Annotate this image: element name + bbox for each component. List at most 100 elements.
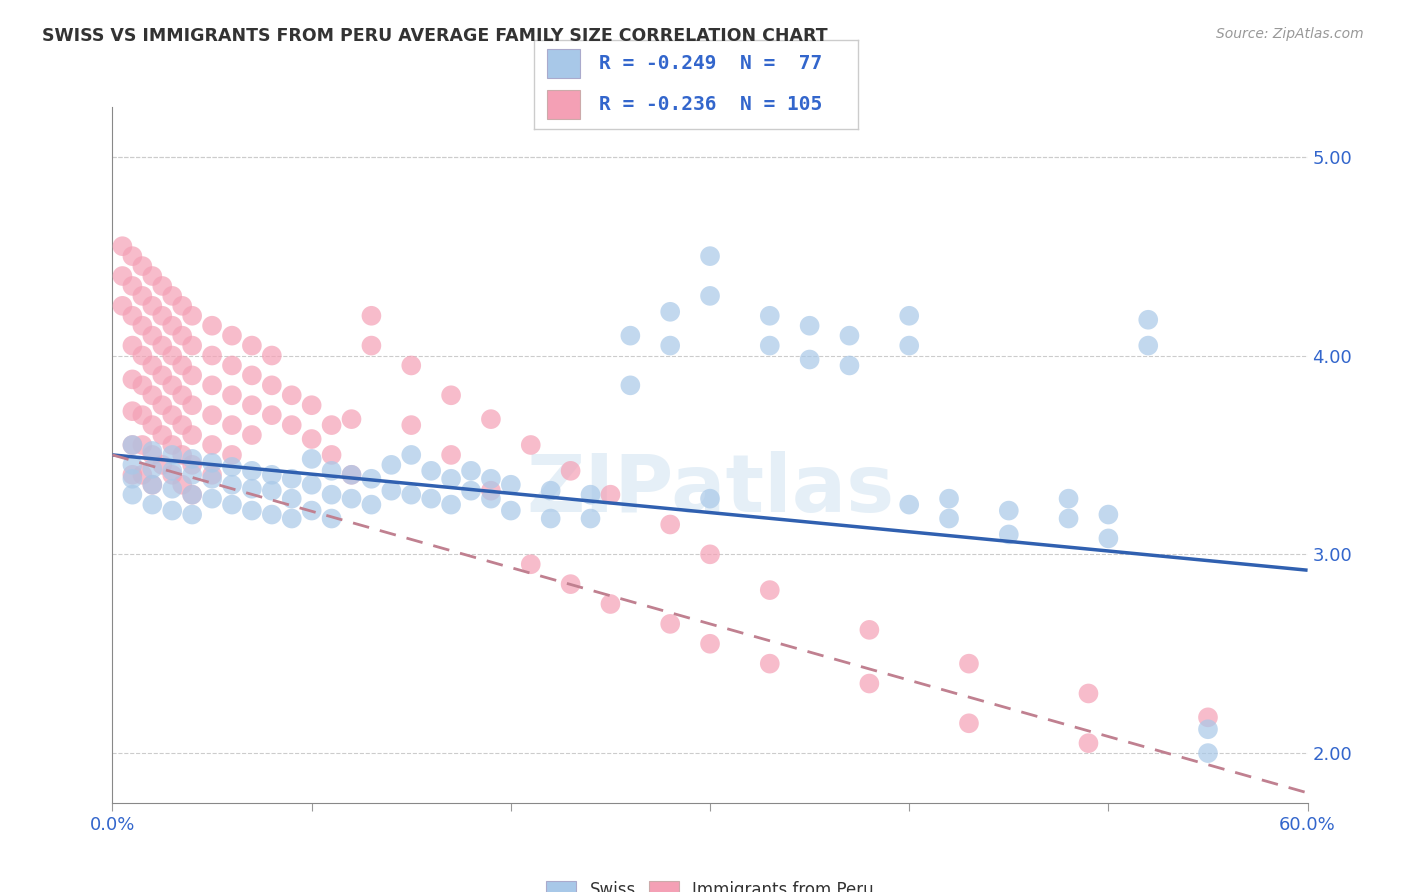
Point (181, 428, 204, 442)
Point (201, 349, 224, 363)
Point (201, 472, 224, 486)
Point (172, 359, 194, 373)
Point (221, 328, 243, 343)
Point (479, 483, 502, 498)
Point (131, 438, 153, 452)
Point (121, 249, 143, 263)
Point (281, 388, 304, 402)
Point (240, 428, 263, 442)
Point (260, 408, 283, 422)
Point (340, 467, 363, 482)
Point (150, 368, 173, 383)
Point (380, 483, 402, 498)
Point (121, 467, 143, 482)
Point (121, 372, 143, 386)
Point (121, 488, 143, 502)
Point (172, 477, 194, 491)
Point (141, 462, 163, 476)
Point (221, 388, 243, 402)
Point (162, 378, 183, 392)
Point (759, 583, 782, 598)
Point (799, 352, 821, 367)
Point (221, 459, 243, 474)
Point (699, 249, 721, 263)
Point (150, 309, 173, 323)
Point (240, 464, 263, 478)
Point (281, 418, 304, 433)
Point (699, 547, 721, 561)
Point (659, 305, 682, 319)
Point (898, 309, 921, 323)
Point (162, 482, 183, 496)
Point (499, 477, 522, 491)
Point (131, 378, 153, 392)
Point (1197, 746, 1219, 760)
Point (141, 388, 163, 402)
Point (1057, 511, 1080, 525)
Text: Source: ZipAtlas.com: Source: ZipAtlas.com (1216, 27, 1364, 41)
Point (998, 527, 1021, 541)
Point (201, 456, 224, 470)
Point (799, 318, 821, 333)
Point (141, 418, 163, 433)
Point (141, 448, 163, 462)
Point (172, 418, 194, 433)
Point (699, 491, 721, 506)
Point (121, 472, 143, 486)
Point (938, 511, 960, 525)
Point (260, 483, 283, 498)
Text: R = -0.249  N =  77: R = -0.249 N = 77 (599, 54, 823, 73)
Point (440, 498, 463, 512)
Point (479, 472, 502, 486)
Point (440, 388, 463, 402)
Point (957, 716, 980, 731)
Point (221, 448, 243, 462)
Text: SWISS VS IMMIGRANTS FROM PERU AVERAGE FAMILY SIZE CORRELATION CHART: SWISS VS IMMIGRANTS FROM PERU AVERAGE FA… (42, 27, 828, 45)
Legend: Swiss, Immigrants from Peru: Swiss, Immigrants from Peru (540, 874, 880, 892)
Point (131, 349, 153, 363)
Point (520, 558, 543, 572)
Point (201, 491, 224, 506)
Point (1097, 532, 1119, 546)
FancyBboxPatch shape (547, 49, 579, 78)
Point (579, 488, 602, 502)
Point (321, 418, 343, 433)
Point (131, 467, 153, 482)
Point (1137, 338, 1160, 352)
Point (141, 328, 163, 343)
Point (420, 491, 443, 506)
Point (150, 279, 173, 293)
Point (181, 398, 204, 412)
Point (1077, 686, 1099, 700)
Point (181, 488, 204, 502)
Point (260, 467, 283, 482)
Point (240, 338, 263, 352)
Point (301, 503, 323, 517)
Point (201, 467, 224, 482)
Point (1137, 312, 1160, 326)
Point (162, 318, 183, 333)
Point (201, 318, 224, 333)
Point (172, 448, 194, 462)
Point (321, 464, 343, 478)
Point (121, 458, 143, 472)
Point (957, 657, 980, 671)
Point (360, 472, 382, 486)
Point (479, 491, 502, 506)
Point (321, 488, 343, 502)
Point (150, 428, 173, 442)
Y-axis label: Average Family Size: Average Family Size (0, 372, 8, 538)
Point (131, 318, 153, 333)
Point (221, 418, 243, 433)
Point (260, 508, 283, 522)
Point (281, 491, 304, 506)
Point (221, 359, 243, 373)
Point (1097, 508, 1119, 522)
Point (181, 488, 204, 502)
Point (121, 279, 143, 293)
Point (121, 338, 143, 352)
Point (360, 498, 382, 512)
Point (659, 616, 682, 631)
Point (1197, 723, 1219, 737)
Point (121, 438, 143, 452)
